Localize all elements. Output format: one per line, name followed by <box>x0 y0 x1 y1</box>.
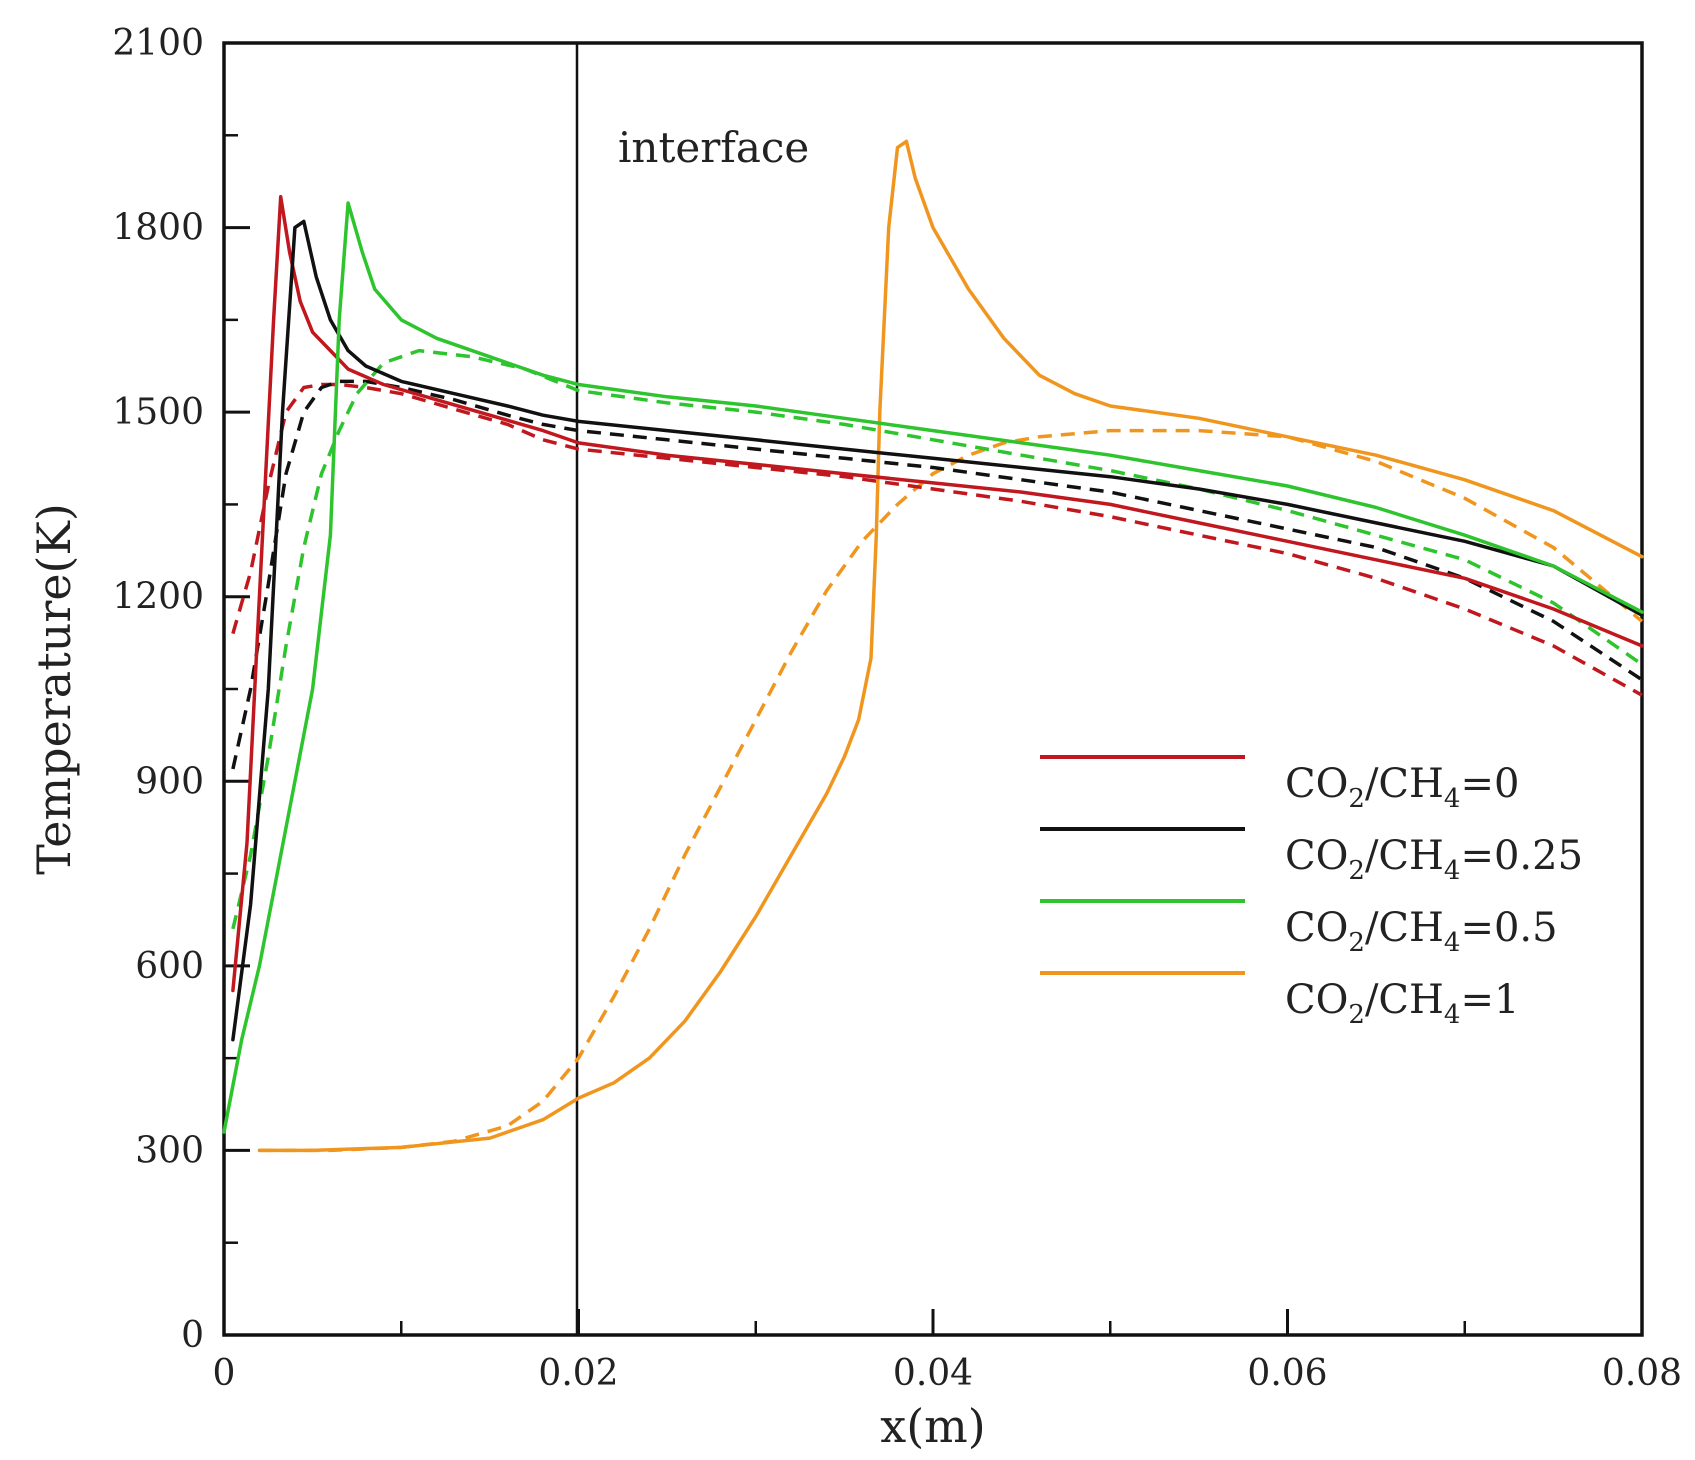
legend-label: CO2/CH4=0 <box>1285 761 1519 814</box>
x-tick-label: 0.08 <box>1602 1353 1682 1394</box>
y-axis-title: Temperature(K) <box>27 503 81 875</box>
interface-marker: interface <box>575 43 809 1335</box>
x-tick-label: 0.02 <box>538 1353 618 1394</box>
x-axis-title: x(m) <box>880 1399 985 1453</box>
y-tick-label: 1200 <box>112 577 204 618</box>
tick-labels: 0 0.02 0.04 0.06 0.08 0 300 600 900 1200 1500 1800 2… <box>112 23 1682 1394</box>
x-tick-label: 0.06 <box>1247 1353 1327 1394</box>
series-line-solid-1 <box>231 219 1644 1042</box>
legend-label: CO2/CH4=0.5 <box>1285 905 1558 958</box>
y-tick-label: 1800 <box>112 208 204 249</box>
legend-label: CO2/CH4=0.25 <box>1285 833 1583 886</box>
series-line-solid-3 <box>257 139 1644 1153</box>
y-tick-label: 1500 <box>112 392 204 433</box>
y-tick-label: 600 <box>135 946 204 987</box>
y-tick-label: 0 <box>181 1315 204 1356</box>
series-line-solid-2 <box>222 201 1644 1134</box>
x-tick-label: 0 <box>213 1353 236 1394</box>
series-line-dashed-6 <box>231 348 1643 930</box>
y-tick-label: 300 <box>135 1130 204 1171</box>
axis-ticks <box>222 41 1644 1337</box>
series-line-dashed-7 <box>259 428 1644 1153</box>
legend-label: CO2/CH4=1 <box>1285 977 1519 1030</box>
series-line-solid-0 <box>231 195 1644 993</box>
plot-frame <box>222 41 1644 1337</box>
y-tick-label: 2100 <box>112 23 204 64</box>
series-group <box>222 139 1644 1153</box>
x-tick-label: 0.04 <box>893 1353 973 1394</box>
interface-label: interface <box>618 123 809 172</box>
series-line-dashed-4 <box>231 382 1643 697</box>
y-tick-label: 900 <box>135 761 204 802</box>
legend: CO2/CH4=0 CO2/CH4=0.25 CO2/CH4=0.5 CO2/CH4=… <box>1040 755 1583 1030</box>
